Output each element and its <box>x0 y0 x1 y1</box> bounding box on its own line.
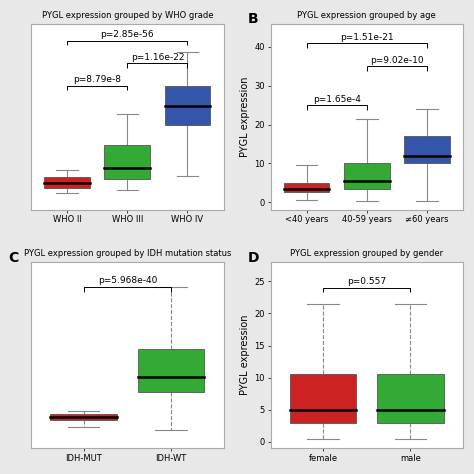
Bar <box>290 374 356 423</box>
Text: p=1.51e-21: p=1.51e-21 <box>340 33 393 42</box>
Bar <box>104 145 150 179</box>
Y-axis label: PYGL expression: PYGL expression <box>240 315 250 395</box>
Text: p=2.85e-56: p=2.85e-56 <box>100 30 154 39</box>
Text: B: B <box>247 12 258 27</box>
Bar <box>164 86 210 125</box>
Bar <box>377 374 444 423</box>
Bar <box>344 164 390 189</box>
Bar <box>50 414 117 420</box>
Text: p=1.65e-4: p=1.65e-4 <box>313 95 361 104</box>
Text: p=1.16e-22: p=1.16e-22 <box>131 53 184 62</box>
Text: C: C <box>8 251 18 265</box>
Title: PYGL expression grouped by WHO grade: PYGL expression grouped by WHO grade <box>42 11 213 20</box>
Text: p=8.79e-8: p=8.79e-8 <box>73 75 121 84</box>
Title: PYGL expression grouped by IDH mutation status: PYGL expression grouped by IDH mutation … <box>24 249 231 258</box>
Text: p=9.02e-10: p=9.02e-10 <box>370 56 424 65</box>
Text: p=5.968e-40: p=5.968e-40 <box>98 276 157 285</box>
Bar <box>284 183 329 192</box>
Bar <box>45 177 90 189</box>
Text: D: D <box>247 251 259 265</box>
Bar <box>138 349 204 392</box>
Text: p=0.557: p=0.557 <box>347 277 386 286</box>
Y-axis label: PYGL expression: PYGL expression <box>240 77 250 157</box>
Title: PYGL expression grouped by age: PYGL expression grouped by age <box>297 11 436 20</box>
Bar <box>404 136 450 164</box>
Title: PYGL expression grouped by gender: PYGL expression grouped by gender <box>290 249 443 258</box>
